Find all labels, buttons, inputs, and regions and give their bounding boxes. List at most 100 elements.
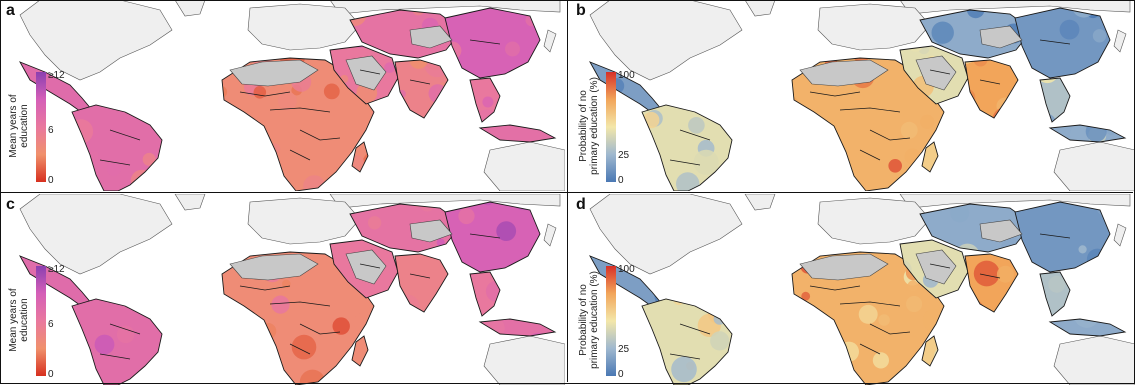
color-scale-bar (606, 72, 616, 182)
legend-tick-mid: 25 (618, 150, 630, 161)
region-border-southAmerica (641, 298, 733, 385)
admin-unit-cell (996, 265, 1014, 283)
admin-unit-cell (89, 151, 99, 161)
legend-title-line1: Mean years of (8, 94, 19, 158)
region-border-southAsia (394, 253, 449, 313)
no-data-region (915, 55, 957, 91)
land-russia (899, 0, 1131, 15)
land-australia (483, 141, 565, 191)
no-data-region (409, 25, 453, 49)
region-border-eastAsia (444, 201, 541, 273)
legend-tick-top: 100 (618, 264, 635, 275)
region-africa (222, 252, 374, 385)
country-border (269, 107, 331, 113)
country-border (929, 69, 951, 75)
legend-tick-top: 100 (618, 70, 635, 81)
map-canvas (0, 194, 565, 385)
admin-unit-cell (496, 221, 517, 241)
land-greenland (744, 0, 776, 17)
land-japan (1113, 29, 1127, 53)
admin-unit-cell (888, 159, 902, 173)
legend-tick-bottom: 0 (48, 175, 54, 186)
land-northAmerica (589, 194, 743, 275)
color-scale-bar (606, 266, 616, 376)
land-russia (899, 194, 1131, 209)
region-border-madagascar (921, 141, 939, 173)
region-border-seAsia (1039, 77, 1071, 123)
no-data-region (229, 253, 319, 281)
land-northAmerica (19, 0, 173, 81)
admin-unit-cell (1078, 245, 1087, 254)
legend-title: Mean years of education (8, 70, 30, 182)
region-border-madagascar (351, 335, 369, 367)
country-border (99, 159, 131, 166)
country-border (809, 91, 861, 97)
legend: Mean years of education ≥12 6 0 (8, 264, 68, 382)
admin-unit-cell (482, 96, 494, 108)
admin-unit-cell (1059, 19, 1080, 40)
land-japan (543, 29, 557, 53)
admin-unit-cell (350, 240, 371, 255)
region-border-middleEast (329, 239, 399, 299)
land-australia (1053, 335, 1135, 385)
legend-title: Probability of no primary education (%) (578, 264, 600, 376)
legend: Probability of no primary education (%) 10… (578, 264, 638, 382)
region-border-africa (221, 251, 375, 385)
legend-title: Probability of no primary education (%) (578, 70, 600, 182)
no-data-region (345, 55, 387, 91)
legend-tick-bottom: 0 (48, 369, 54, 380)
legend-tick-mid: 6 (48, 125, 54, 136)
land-europe (247, 3, 361, 51)
map-canvas (0, 0, 565, 191)
map-canvas (570, 0, 1135, 191)
region-border-southAsia (964, 59, 1019, 119)
country-border (869, 129, 911, 141)
admin-unit-cell (142, 152, 156, 166)
admin-unit-cell (106, 161, 121, 176)
region-border-middleEast (329, 45, 399, 105)
region-border-indonesia (1048, 318, 1127, 337)
legend-title-line1: Probability of no (578, 90, 589, 162)
legend-tick-top: ≥12 (48, 264, 65, 275)
no-data-region (799, 253, 889, 281)
region-border-eastAsia (1014, 201, 1111, 273)
admin-unit-cell (291, 334, 317, 360)
region-border-eastAsia (1014, 7, 1111, 79)
country-border (409, 79, 431, 85)
country-border (979, 273, 1001, 279)
no-data-region (979, 25, 1023, 49)
panel-c-map: c Mean years of education ≥12 6 0 (0, 194, 565, 385)
region-border-indonesia (478, 124, 557, 143)
admin-unit-cell (966, 10, 985, 19)
admin-unit-cell (505, 41, 520, 57)
admin-unit-cell (900, 121, 918, 139)
country-border (299, 129, 341, 141)
map-canvas (570, 194, 1135, 385)
admin-unit-cell (222, 85, 228, 99)
admin-unit-cell (907, 280, 919, 292)
admin-unit-cell (1092, 29, 1107, 43)
color-scale-bar (36, 72, 46, 182)
land-australia (483, 335, 565, 385)
legend-tick-mid: 25 (618, 344, 630, 355)
admin-unit-cell (253, 86, 267, 99)
country-border (239, 285, 291, 291)
country-border (669, 353, 701, 360)
country-border (839, 301, 901, 307)
region-border-southAsia (394, 59, 449, 119)
region-cells-seAsia (470, 272, 500, 305)
region-border-centralAsia (349, 203, 463, 253)
no-data-region (979, 219, 1023, 243)
land-europe (817, 197, 931, 245)
panel-letter: b (576, 2, 586, 19)
legend-tick-bottom: 0 (618, 369, 624, 380)
admin-unit-cell (485, 280, 500, 303)
country-border (409, 273, 431, 279)
legend-title-line1: Mean years of (8, 288, 19, 352)
admin-unit-cell (801, 291, 811, 301)
country-border (469, 39, 501, 45)
country-border (289, 343, 311, 355)
admin-unit-cell (332, 317, 350, 335)
region-border-southAmerica (641, 104, 733, 191)
